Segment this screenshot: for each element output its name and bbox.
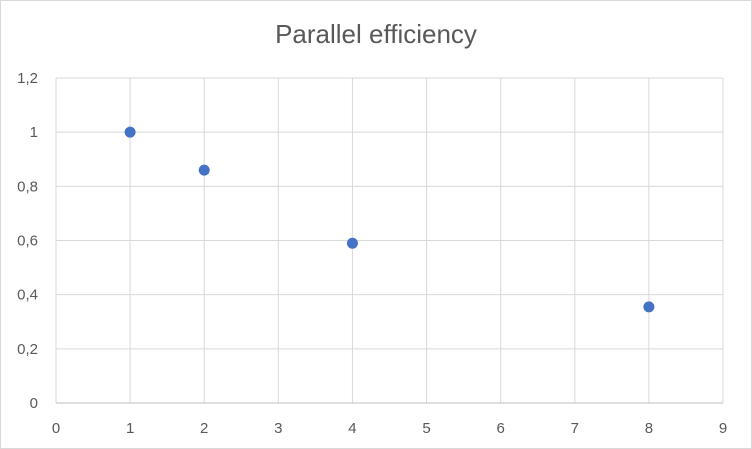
y-tick-label: 0,8: [17, 178, 38, 195]
y-tick-label: 0,2: [17, 341, 38, 358]
data-point: [643, 301, 655, 313]
x-tick-label: 9: [719, 420, 727, 437]
x-tick-label: 6: [496, 420, 504, 437]
data-point: [124, 126, 136, 138]
y-tick-label: 1: [30, 124, 38, 141]
x-tick-label: 4: [348, 420, 356, 437]
x-tick-label: 5: [422, 420, 430, 437]
y-tick-label: 0,6: [17, 233, 38, 250]
chart-title: Parallel efficiency: [275, 19, 477, 49]
x-tick-label: 1: [126, 420, 134, 437]
y-tick-label: 0: [30, 395, 38, 412]
data-point: [198, 164, 210, 176]
data-point: [346, 237, 358, 249]
x-tick-label: 7: [571, 420, 579, 437]
x-tick-label: 0: [52, 420, 60, 437]
y-tick-label: 0,4: [17, 287, 38, 304]
x-tick-label: 8: [645, 420, 653, 437]
y-tick-label: 1,2: [17, 70, 38, 87]
x-tick-label: 3: [274, 420, 282, 437]
x-tick-label: 2: [200, 420, 208, 437]
